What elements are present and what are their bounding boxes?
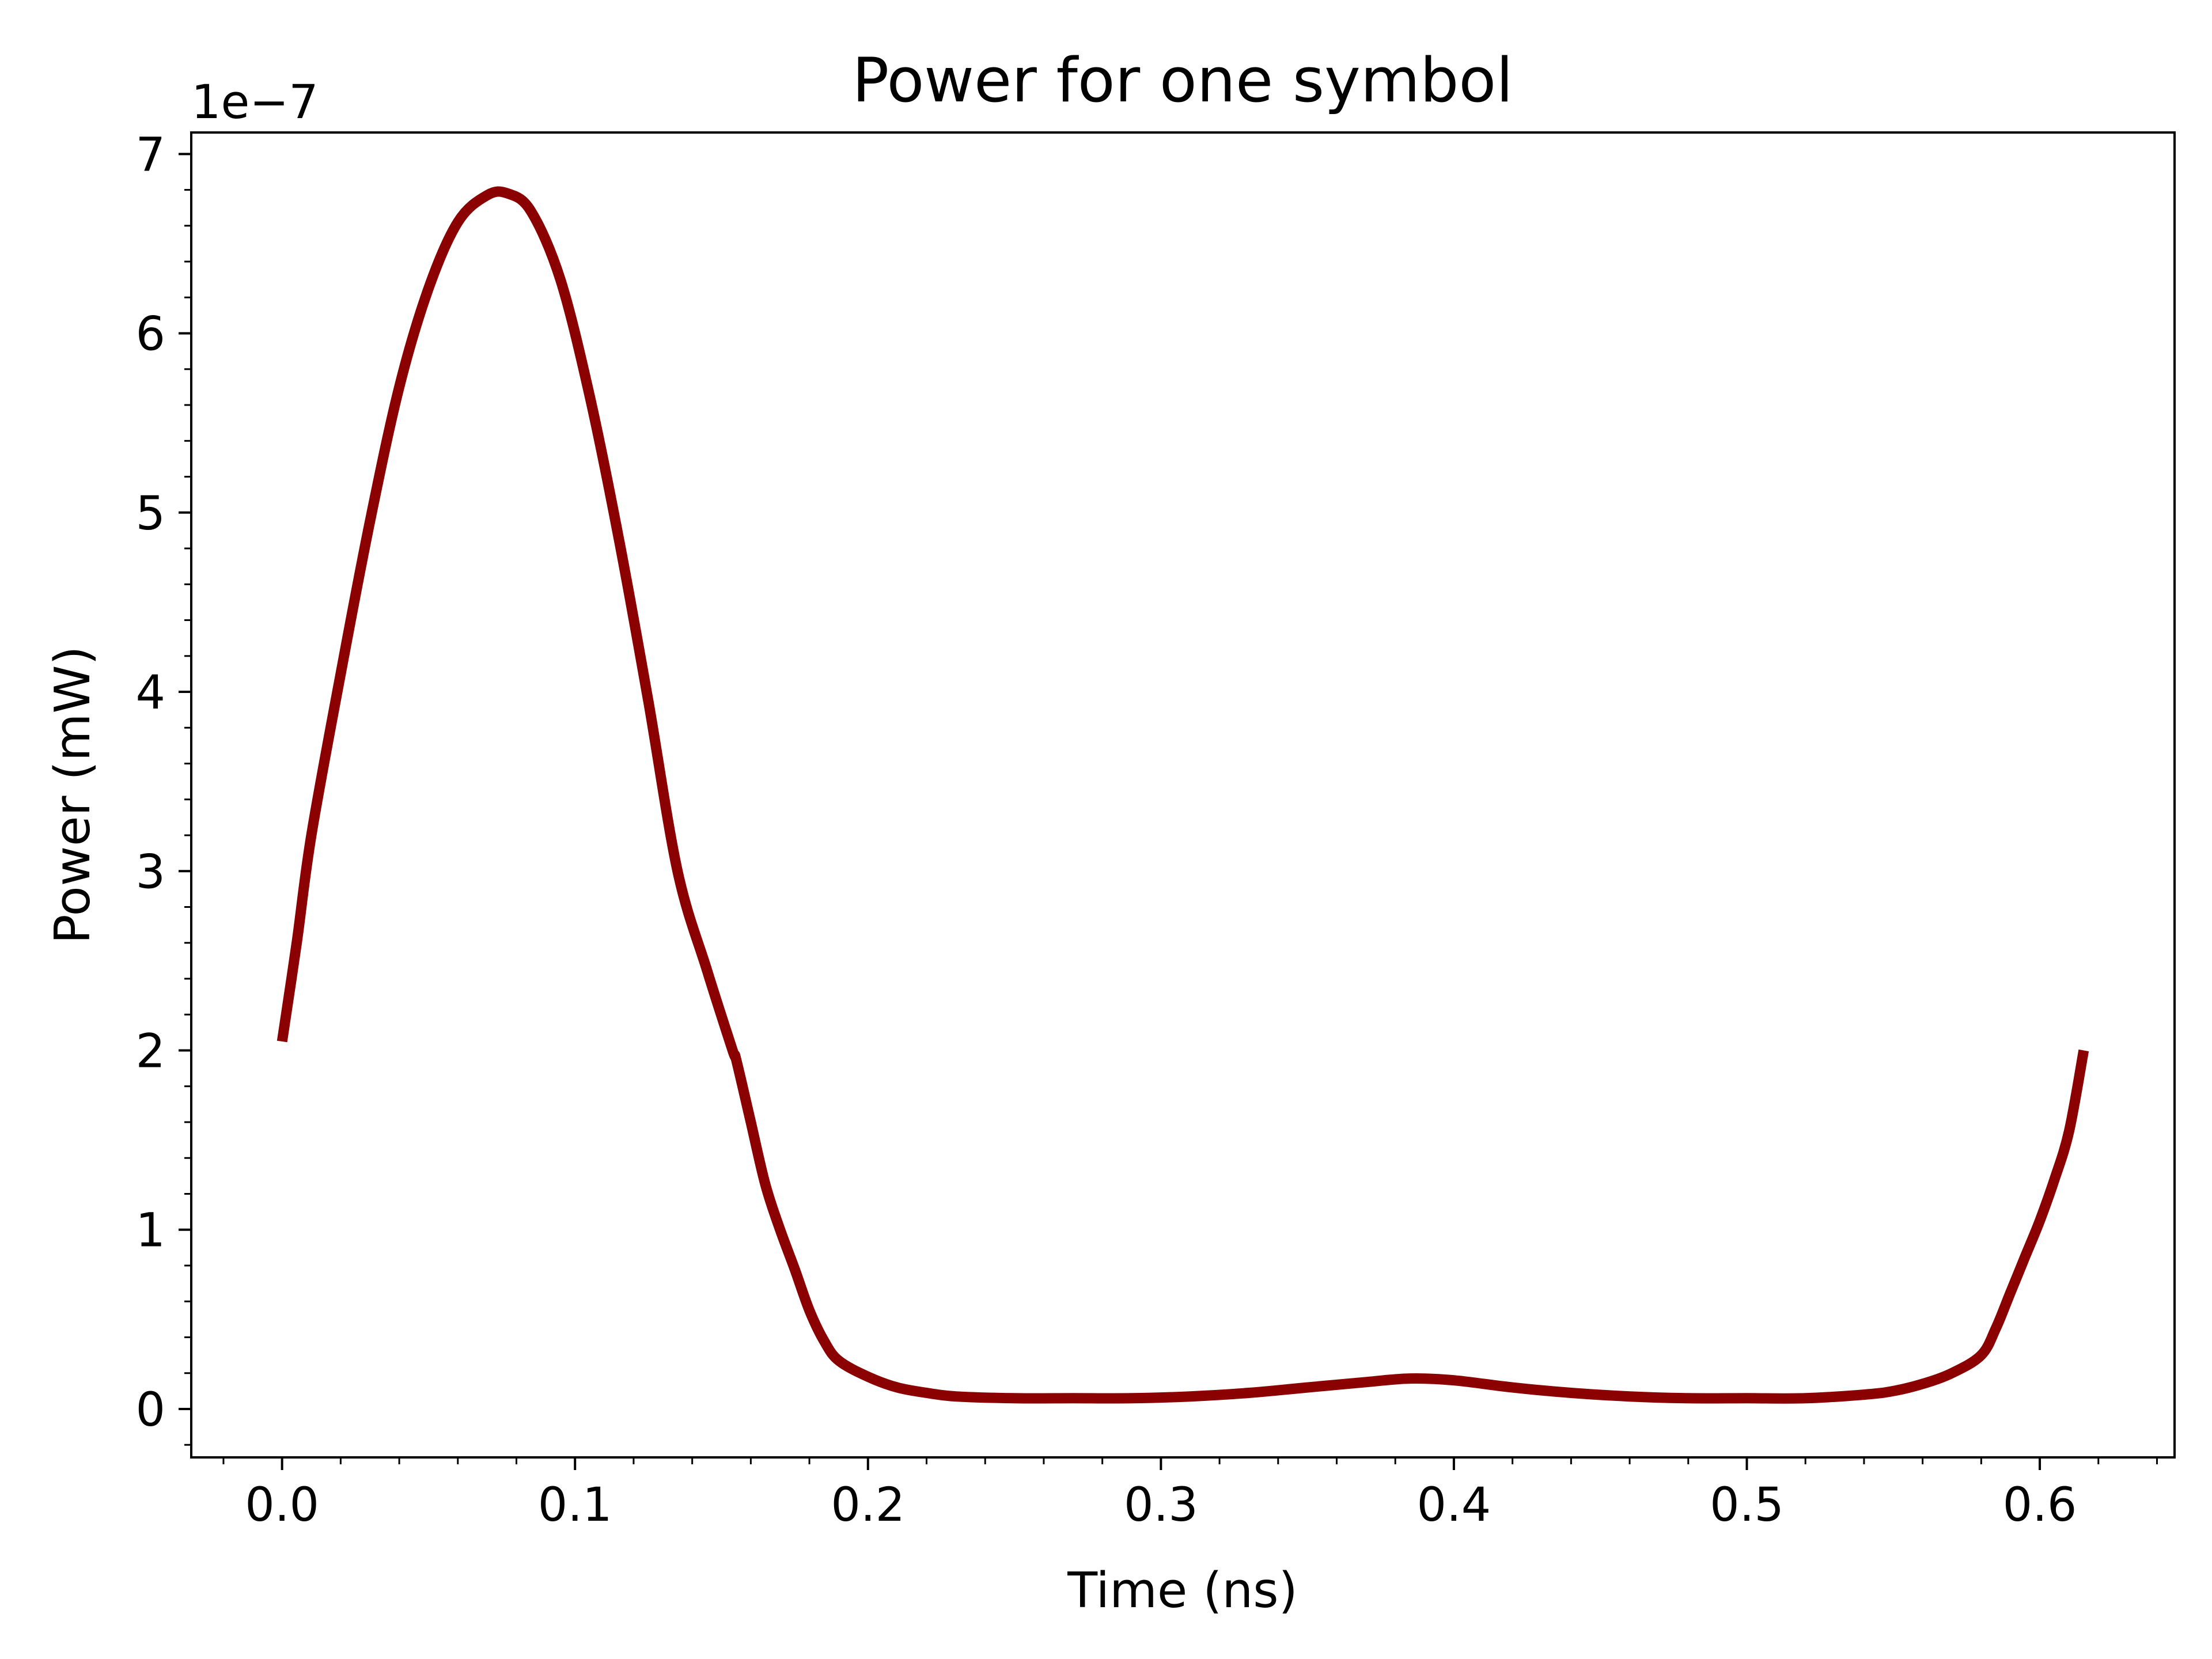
x-tick-label: 0.1: [538, 1478, 612, 1532]
x-tick-label: 0.3: [1124, 1478, 1198, 1532]
y-tick-label: 7: [135, 128, 165, 182]
ticks: 0.0 0.1 0.2 0.3 0.4 0.5 0.6 0 1 2 3 4 5 6 7: [135, 128, 2158, 1532]
x-tick-label: 0.4: [1417, 1478, 1491, 1532]
x-tick-label: 0.0: [245, 1478, 319, 1532]
y-tick-label: 2: [135, 1025, 165, 1079]
y-tick-label: 0: [135, 1383, 165, 1437]
y-tick-label: 6: [135, 308, 165, 362]
chart-title: Power for one symbol: [852, 45, 1513, 116]
y-axis-label: Power (mW): [44, 646, 101, 944]
y-scale-offset-text: 1e−7: [191, 75, 319, 130]
x-tick-label: 0.6: [2003, 1478, 2077, 1532]
y-tick-label: 1: [135, 1204, 165, 1258]
x-axis-label: Time (ns): [1067, 1562, 1298, 1619]
series-line: [276, 186, 2089, 1404]
x-tick-label: 0.5: [1710, 1478, 1784, 1532]
y-tick-label: 3: [135, 845, 165, 899]
x-tick-label: 0.2: [831, 1478, 905, 1532]
series-layer: [276, 186, 2089, 1404]
plot-frame: [190, 131, 2176, 1459]
y-tick-label: 4: [135, 666, 165, 720]
y-tick-label: 5: [135, 487, 165, 541]
